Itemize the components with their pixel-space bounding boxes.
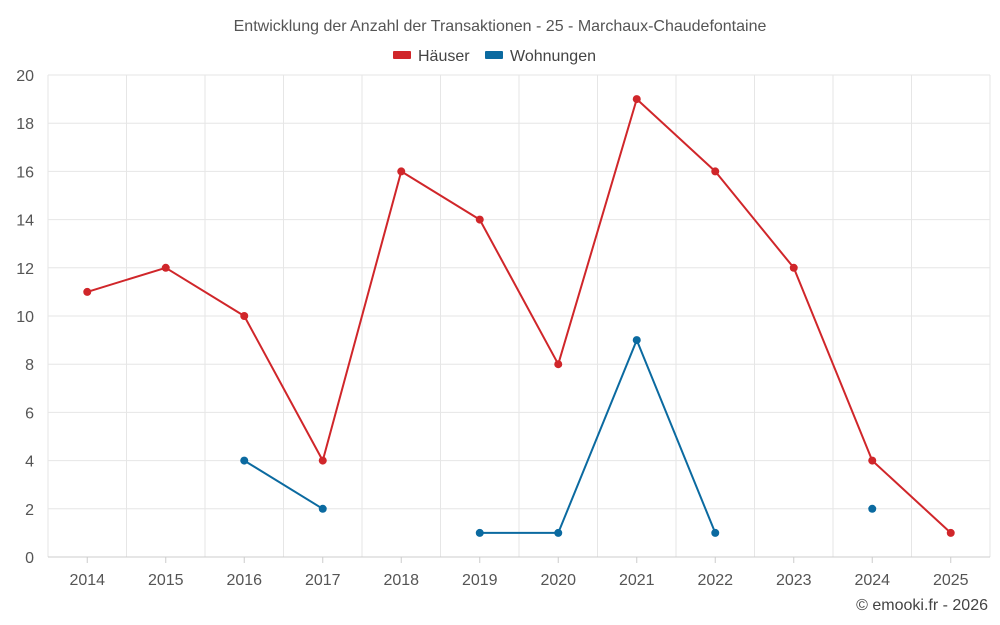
series-hauser — [83, 95, 955, 537]
data-point-wohnungen-2024[interactable] — [868, 504, 877, 513]
y-tick-label-20: 20 — [16, 68, 34, 85]
legend-item-hauser[interactable]: Häuser — [393, 48, 470, 65]
x-tick-label-2018: 2018 — [383, 572, 419, 589]
x-tick-label-2014: 2014 — [69, 572, 105, 589]
y-tick-label-12: 12 — [16, 261, 34, 278]
legend-label-hauser: Häuser — [418, 48, 470, 65]
y-tick-label-2: 2 — [25, 502, 34, 519]
legend-label-wohnungen: Wohnungen — [510, 48, 596, 65]
legend-item-wohnungen[interactable]: Wohnungen — [485, 48, 596, 65]
chart-title: Entwicklung der Anzahl der Transaktionen… — [234, 18, 767, 35]
data-point-wohnungen-2022[interactable] — [711, 528, 720, 537]
x-tick-label-2019: 2019 — [462, 572, 498, 589]
grid — [47, 74, 991, 557]
x-tick-label-2024: 2024 — [854, 572, 890, 589]
data-point-hauser-2019[interactable] — [475, 215, 484, 224]
data-point-hauser-2016[interactable] — [240, 312, 249, 320]
series-line-wohnungen — [479, 339, 717, 534]
x-tick-label-2017: 2017 — [305, 572, 341, 589]
y-tick-label-10: 10 — [16, 309, 34, 326]
legend: Häuser Wohnungen — [393, 48, 596, 65]
x-tick-label-2025: 2025 — [933, 572, 969, 589]
x-tick-label-2020: 2020 — [540, 572, 576, 589]
data-point-wohnungen-2021[interactable] — [632, 336, 641, 345]
data-point-hauser-2022[interactable] — [711, 167, 720, 176]
x-tick-label-2023: 2023 — [776, 572, 812, 589]
y-tick-label-16: 16 — [16, 164, 34, 181]
x-tick-label-2016: 2016 — [226, 572, 262, 589]
x-tick-label-2022: 2022 — [697, 572, 733, 589]
y-tick-label-18: 18 — [16, 116, 34, 133]
data-point-wohnungen-2017[interactable] — [318, 504, 327, 513]
x-tick-label-2021: 2021 — [619, 572, 655, 589]
y-tick-label-6: 6 — [25, 405, 34, 422]
axes: 0 2 4 6 8 10 12 14 16 18 20 2014 2015 2016 2017 2018 201… — [16, 68, 990, 589]
data-point-hauser-2018[interactable] — [397, 167, 406, 176]
data-point-hauser-2014[interactable] — [83, 287, 92, 296]
credit-text: © emooki.fr - 2026 — [856, 597, 988, 614]
series-line-hauser — [86, 98, 952, 534]
data-point-hauser-2021[interactable] — [632, 95, 641, 104]
data-point-hauser-2025[interactable] — [946, 528, 955, 537]
x-tick-label-2015: 2015 — [148, 572, 184, 589]
data-point-hauser-2017[interactable] — [318, 456, 327, 465]
y-tick-label-14: 14 — [16, 213, 34, 230]
data-point-hauser-2023[interactable] — [789, 263, 798, 272]
series-line-wohnungen — [243, 459, 324, 510]
data-point-wohnungen-2019[interactable] — [475, 528, 484, 537]
series-wohnungen — [240, 336, 877, 537]
data-point-hauser-2024[interactable] — [868, 456, 877, 465]
y-tick-label-4: 4 — [25, 454, 34, 471]
legend-swatch-wohnungen — [485, 51, 503, 59]
plot-area — [83, 95, 955, 537]
y-tick-label-0: 0 — [25, 550, 34, 567]
legend-swatch-hauser — [393, 51, 411, 59]
data-point-wohnungen-2020[interactable] — [554, 528, 563, 537]
data-point-wohnungen-2016[interactable] — [240, 456, 249, 465]
y-tick-label-8: 8 — [25, 357, 34, 374]
data-point-hauser-2020[interactable] — [554, 360, 563, 369]
data-point-hauser-2015[interactable] — [161, 263, 170, 272]
